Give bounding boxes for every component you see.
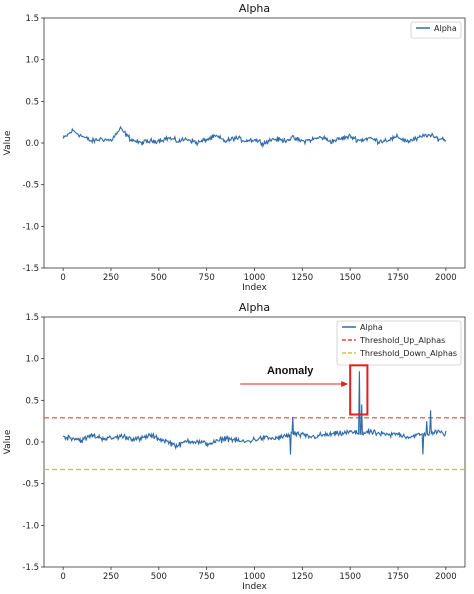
x-tick-label: 1250	[292, 273, 314, 283]
y-axis-label: Value	[3, 130, 13, 155]
y-tick-label: 0.0	[25, 139, 39, 149]
x-tick-label: 750	[199, 273, 215, 283]
chart-panel-1: Alpha 0 250 500 750 1000 1250 1500 1750 2000 -1.5 -…	[3, 2, 466, 293]
legend-entry: Threshold_Up_Alphas	[359, 336, 445, 345]
legend-entry: Alpha	[360, 323, 383, 332]
y-tick-label: 0.5	[25, 396, 39, 406]
alpha-series-line	[62, 371, 447, 455]
plot-frame	[43, 17, 466, 269]
legend-entry: Threshold_Down_Alphas	[359, 349, 457, 358]
y-tick-label: 1.0	[25, 56, 39, 66]
y-tick-label: -1.5	[22, 563, 39, 573]
x-tick-label: 2000	[435, 572, 457, 582]
alpha-series-line	[62, 125, 447, 149]
x-tick-label: 1000	[244, 273, 266, 283]
x-tick-label: 1500	[339, 572, 361, 582]
y-tick-label: 1.5	[25, 14, 39, 24]
x-tick-label: 500	[151, 273, 167, 283]
anomaly-arrow-head	[341, 381, 349, 388]
x-axis-label: Index	[242, 582, 267, 592]
y-tick-label: -1.0	[22, 521, 39, 531]
y-tick-label: 1.5	[25, 313, 39, 323]
chart-title: Alpha	[239, 2, 270, 15]
y-tick-label: -0.5	[22, 480, 39, 490]
y-tick-label: -0.5	[22, 181, 39, 191]
x-tick-label: 500	[151, 572, 167, 582]
chart-title: Alpha	[239, 301, 270, 314]
x-tick-label: 1750	[387, 273, 409, 283]
y-axis-label: Value	[3, 429, 13, 454]
y-tick-label: -1.5	[22, 264, 39, 274]
x-tick-label: 0	[60, 572, 65, 582]
y-tick-label: 1.0	[25, 355, 39, 365]
anomaly-label: Anomaly	[267, 365, 314, 377]
x-tick-label: 1000	[244, 572, 266, 582]
x-tick-label: 1250	[292, 572, 314, 582]
x-axis-label: Index	[242, 283, 267, 293]
y-tick-label: -1.0	[22, 222, 39, 232]
x-tick-label: 1500	[339, 273, 361, 283]
x-tick-label: 1750	[387, 572, 409, 582]
legend-box	[410, 21, 462, 39]
legend-entry: Alpha	[434, 24, 457, 33]
legend-box	[336, 320, 462, 366]
x-tick-label: 250	[103, 273, 119, 283]
x-tick-label: 2000	[435, 273, 457, 283]
y-tick-label: 0.5	[25, 97, 39, 107]
chart-panel-2: Alpha 0 250 500 750 1000 1250 1500 1750 2000 -1.5 -…	[3, 301, 466, 592]
x-tick-label: 0	[60, 273, 65, 283]
x-tick-label: 250	[103, 572, 119, 582]
y-tick-label: 0.0	[25, 438, 39, 448]
anomaly-box	[349, 364, 369, 416]
x-tick-label: 750	[199, 572, 215, 582]
